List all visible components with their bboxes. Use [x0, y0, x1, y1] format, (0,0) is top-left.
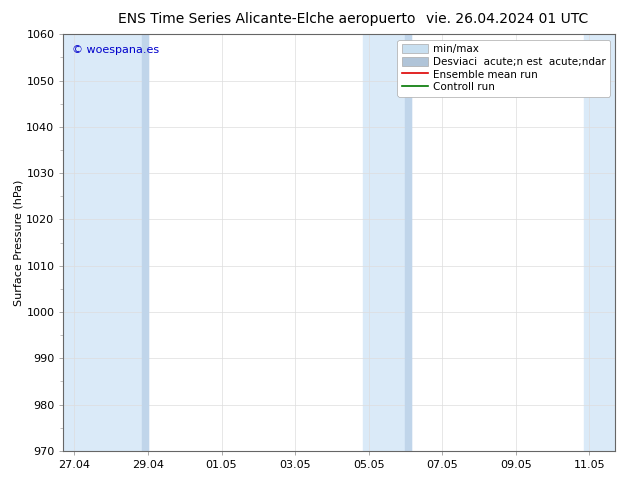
Text: ENS Time Series Alicante-Elche aeropuerto: ENS Time Series Alicante-Elche aeropuert… [117, 12, 415, 26]
Bar [584, 34, 615, 451]
Text: © woespana.es: © woespana.es [72, 45, 158, 55]
Y-axis label: Surface Pressure (hPa): Surface Pressure (hPa) [13, 179, 23, 306]
Bar [63, 34, 148, 451]
Legend: min/max, Desviaci  acute;n est  acute;ndar, Ensemble mean run, Controll run: min/max, Desviaci acute;n est acute;ndar… [398, 40, 610, 97]
Bar [363, 34, 411, 451]
Text: vie. 26.04.2024 01 UTC: vie. 26.04.2024 01 UTC [426, 12, 588, 26]
Bar [405, 34, 411, 451]
Bar [143, 34, 148, 451]
